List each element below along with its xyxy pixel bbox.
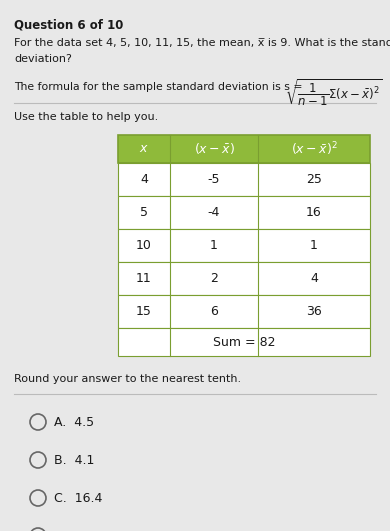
Text: 4: 4	[140, 173, 148, 186]
Bar	[118, 328, 370, 356]
Text: deviation?: deviation?	[14, 54, 72, 64]
Text: C.  16.4: C. 16.4	[54, 492, 102, 504]
Text: -4: -4	[208, 206, 220, 219]
Text: 15: 15	[136, 305, 152, 318]
Text: $(x - \bar{x})^2$: $(x - \bar{x})^2$	[291, 140, 337, 158]
Text: Use the table to help you.: Use the table to help you.	[14, 112, 158, 122]
Bar	[118, 135, 370, 163]
Bar	[118, 163, 370, 196]
Text: B.  4.1: B. 4.1	[54, 453, 94, 467]
Text: Sum = 82: Sum = 82	[213, 336, 275, 348]
Text: 1: 1	[310, 239, 318, 252]
Text: D.  20.5: D. 20.5	[54, 529, 103, 531]
Bar	[118, 229, 370, 262]
Text: -5: -5	[208, 173, 220, 186]
Text: For the data set 4, 5, 10, 11, 15, the mean, x̅ is 9. What is the standard: For the data set 4, 5, 10, 11, 15, the m…	[14, 38, 390, 48]
Text: A.  4.5: A. 4.5	[54, 415, 94, 429]
Bar	[118, 196, 370, 229]
Text: Question 6 of 10: Question 6 of 10	[14, 18, 123, 31]
Text: $x$: $x$	[139, 142, 149, 156]
Bar	[118, 295, 370, 328]
Text: Round your answer to the nearest tenth.: Round your answer to the nearest tenth.	[14, 374, 241, 384]
Text: $\sqrt{\dfrac{1}{n-1}\Sigma(x - \bar{x})^{2}}$: $\sqrt{\dfrac{1}{n-1}\Sigma(x - \bar{x})…	[285, 78, 383, 108]
Bar	[118, 262, 370, 295]
Text: 4: 4	[310, 272, 318, 285]
Text: 5: 5	[140, 206, 148, 219]
Text: 11: 11	[136, 272, 152, 285]
Text: 25: 25	[306, 173, 322, 186]
Text: 36: 36	[306, 305, 322, 318]
Text: $(x - \bar{x})$: $(x - \bar{x})$	[193, 141, 234, 157]
Text: The formula for the sample standard deviation is s =: The formula for the sample standard devi…	[14, 82, 306, 92]
Text: 16: 16	[306, 206, 322, 219]
Text: 10: 10	[136, 239, 152, 252]
Text: 2: 2	[210, 272, 218, 285]
Text: 1: 1	[210, 239, 218, 252]
Text: 6: 6	[210, 305, 218, 318]
